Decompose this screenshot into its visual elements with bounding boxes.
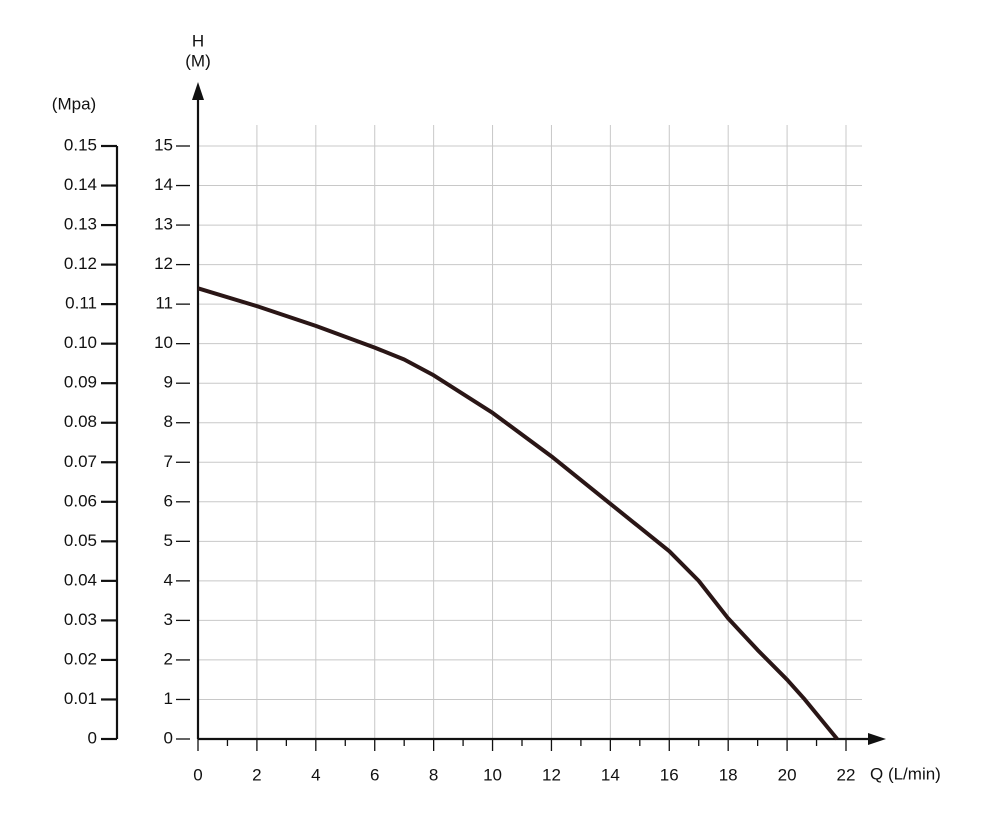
y-axis-arrow xyxy=(192,82,204,100)
y-tick-label: 4 xyxy=(164,570,173,589)
y-axis-unit: (M) xyxy=(185,51,210,70)
x-tick-label: 8 xyxy=(429,765,438,784)
x-tick-label: 18 xyxy=(719,765,738,784)
x-tick-label: 20 xyxy=(778,765,797,784)
x-tick-label: 12 xyxy=(542,765,561,784)
y-tick-label: 1 xyxy=(164,689,173,708)
x-tick-label: 4 xyxy=(311,765,320,784)
y2-tick-label: 0 xyxy=(88,728,97,747)
y-tick-label: 6 xyxy=(164,491,173,510)
y-axis-label: H xyxy=(192,31,204,50)
x-tick-label: 0 xyxy=(193,765,202,784)
data-line xyxy=(197,286,839,741)
x-tick-label: 2 xyxy=(252,765,261,784)
y2-tick-label: 0.12 xyxy=(64,254,97,273)
y-tick-label: 2 xyxy=(164,649,173,668)
y-tick-label: 0 xyxy=(164,728,173,747)
y2-axis-label: (Mpa) xyxy=(52,94,96,113)
y2-tick-label: 0.05 xyxy=(64,531,97,550)
y-tick-label: 9 xyxy=(164,373,173,392)
x-tick-label: 16 xyxy=(660,765,679,784)
y-tick-label: 12 xyxy=(154,254,173,273)
y2-tick-label: 0.11 xyxy=(65,294,97,313)
y2-tick-label: 0.06 xyxy=(64,491,97,510)
y-tick-label: 10 xyxy=(154,333,173,352)
y-tick-label: 14 xyxy=(154,175,173,194)
y-tick-label: 15 xyxy=(154,135,173,154)
y2-tick-label: 0.15 xyxy=(64,135,97,154)
y2-tick-label: 0.09 xyxy=(64,373,97,392)
y-tick-label: 7 xyxy=(164,452,173,471)
x-axis-label: Q (L/min) xyxy=(870,764,941,783)
y2-tick-label: 0.10 xyxy=(64,333,97,352)
y2-tick-label: 0.08 xyxy=(64,412,97,431)
x-tick-label: 10 xyxy=(483,765,502,784)
y-tick-label: 13 xyxy=(154,215,173,234)
y-tick-label: 8 xyxy=(164,412,173,431)
grid xyxy=(198,125,862,739)
x-tick-label: 6 xyxy=(370,765,379,784)
x-axis-arrow xyxy=(868,733,886,745)
y2-tick-label: 0.14 xyxy=(64,175,97,194)
x-tick-label: 14 xyxy=(601,765,620,784)
y2-tick-label: 0.03 xyxy=(64,610,97,629)
y-tick-label: 3 xyxy=(164,610,173,629)
y2-tick-label: 0.02 xyxy=(64,649,97,668)
y2-tick-label: 0.01 xyxy=(64,689,97,708)
y2-tick-label: 0.07 xyxy=(64,452,97,471)
x-tick-label: 22 xyxy=(837,765,856,784)
y-tick-label: 11 xyxy=(155,294,173,313)
y2-tick-label: 0.13 xyxy=(64,215,97,234)
y2-tick-label: 0.04 xyxy=(64,570,97,589)
y-tick-label: 5 xyxy=(164,531,173,550)
